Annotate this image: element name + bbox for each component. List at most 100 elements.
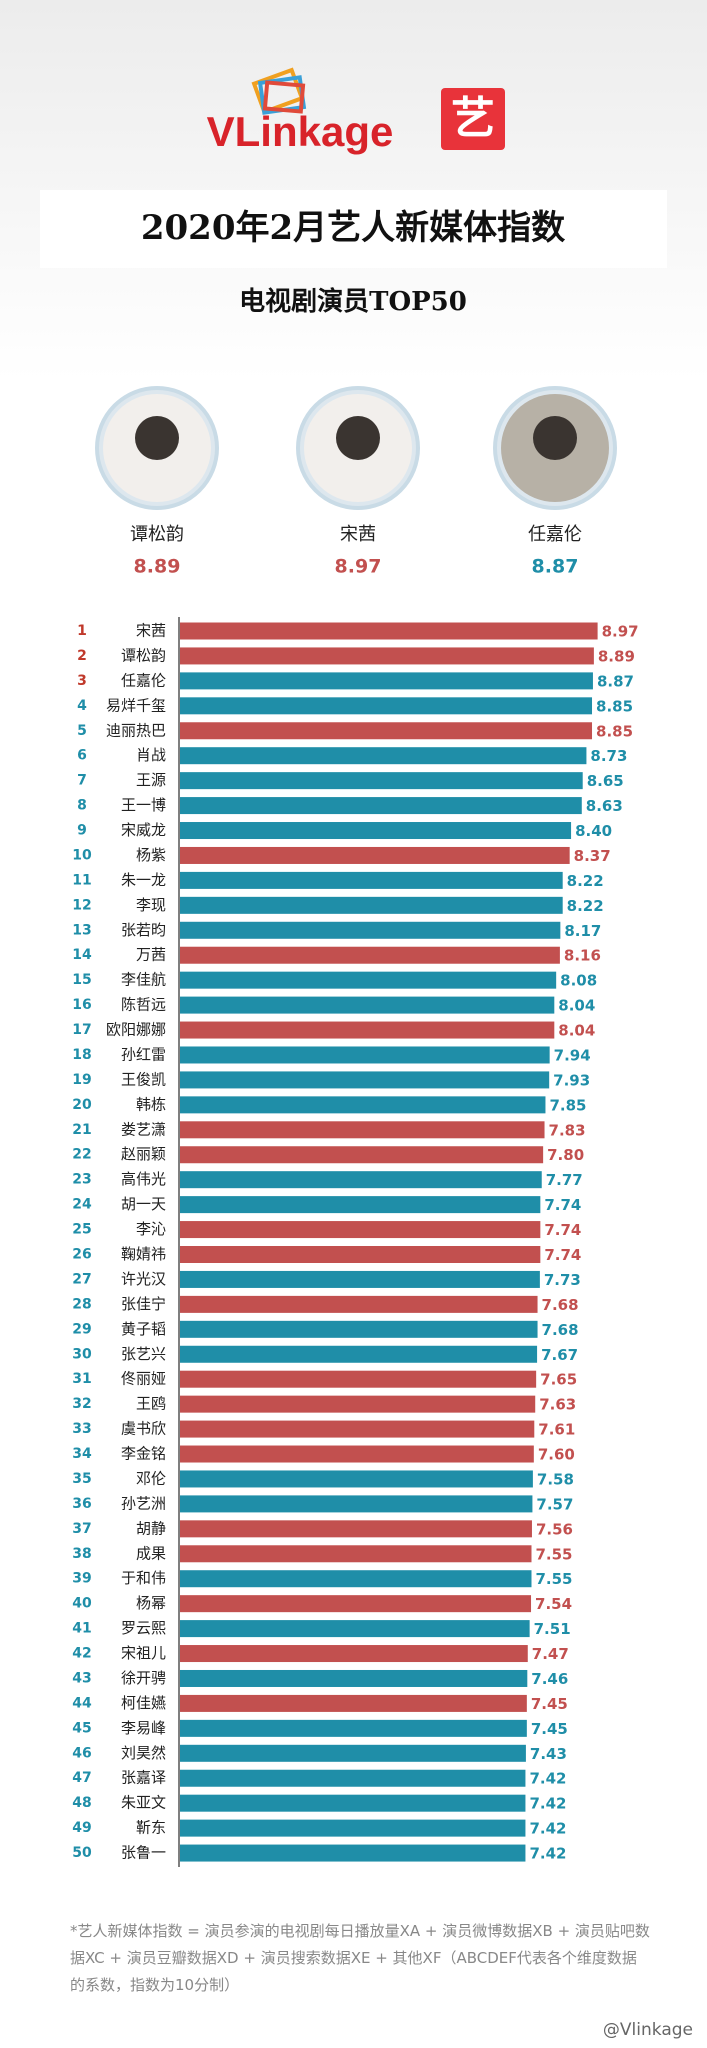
rank: 14 bbox=[72, 947, 92, 963]
title: 2020年2月艺人新媒体指数 bbox=[141, 208, 565, 248]
rank: 2 bbox=[77, 648, 87, 664]
rank: 42 bbox=[72, 1646, 91, 1662]
bar bbox=[180, 1246, 541, 1263]
bar bbox=[180, 822, 572, 840]
bar bbox=[180, 1620, 530, 1638]
rank: 3 bbox=[77, 673, 87, 689]
rank: 11 bbox=[72, 872, 91, 888]
avatar-head bbox=[533, 416, 577, 460]
bar bbox=[180, 971, 557, 989]
bar bbox=[180, 1445, 534, 1463]
bar bbox=[180, 1370, 537, 1388]
name: 李金铭 bbox=[121, 1445, 166, 1463]
bar bbox=[180, 1071, 550, 1089]
value-label: 7.94 bbox=[554, 1046, 591, 1064]
bar bbox=[180, 1595, 532, 1613]
bar bbox=[180, 772, 583, 790]
name: 高伟光 bbox=[121, 1170, 166, 1188]
bar bbox=[180, 1196, 541, 1214]
name: 成果 bbox=[136, 1544, 166, 1562]
value-label: 7.56 bbox=[536, 1520, 573, 1538]
value-label: 7.61 bbox=[538, 1421, 575, 1439]
rank: 9 bbox=[77, 823, 87, 839]
name: 李现 bbox=[136, 896, 166, 914]
podium-value: 8.89 bbox=[134, 556, 181, 578]
name: 陈哲远 bbox=[121, 996, 166, 1014]
value-label: 7.58 bbox=[537, 1470, 574, 1488]
bar bbox=[180, 1221, 541, 1239]
bar bbox=[180, 1270, 540, 1288]
bar bbox=[180, 1669, 528, 1687]
value-label: 7.47 bbox=[532, 1645, 569, 1663]
name: 虞书欣 bbox=[121, 1420, 166, 1438]
bar bbox=[180, 871, 563, 889]
rank: 30 bbox=[72, 1346, 92, 1362]
name: 万茜 bbox=[136, 946, 166, 964]
logo-mark bbox=[251, 67, 307, 115]
rank: 31 bbox=[72, 1371, 91, 1387]
value-label: 8.04 bbox=[558, 997, 595, 1015]
bar bbox=[180, 1719, 527, 1737]
rank: 26 bbox=[72, 1247, 91, 1263]
bar bbox=[180, 1046, 550, 1064]
bar bbox=[180, 996, 555, 1014]
footnote: *艺人新媒体指数 = 演员参演的电视剧每日播放量XA + 演员微博数据XB + … bbox=[70, 1922, 650, 1994]
name: 迪丽热巴 bbox=[106, 721, 166, 739]
rank: 13 bbox=[72, 922, 91, 938]
value-label: 8.87 bbox=[597, 672, 634, 690]
rank: 4 bbox=[77, 698, 87, 714]
value-label: 7.74 bbox=[544, 1246, 581, 1264]
value-label: 7.57 bbox=[536, 1495, 573, 1513]
name: 孙艺洲 bbox=[121, 1494, 166, 1512]
value-label: 8.65 bbox=[587, 772, 624, 790]
bar bbox=[180, 1794, 526, 1812]
rank: 12 bbox=[72, 897, 91, 913]
name: 徐开骋 bbox=[121, 1669, 166, 1687]
bar bbox=[180, 1844, 526, 1862]
rank: 47 bbox=[72, 1770, 91, 1786]
rank: 29 bbox=[72, 1321, 91, 1337]
bar bbox=[180, 697, 593, 715]
rank: 44 bbox=[72, 1695, 92, 1711]
bar bbox=[180, 1645, 528, 1663]
bar bbox=[180, 1345, 538, 1363]
rank: 49 bbox=[72, 1820, 91, 1836]
value-label: 7.60 bbox=[538, 1446, 575, 1464]
name: 许光汉 bbox=[121, 1270, 166, 1288]
rank: 8 bbox=[77, 798, 87, 814]
rank: 33 bbox=[72, 1421, 91, 1437]
value-label: 7.55 bbox=[535, 1545, 572, 1563]
name: 邓伦 bbox=[136, 1469, 166, 1487]
name: 王鸥 bbox=[136, 1395, 166, 1413]
podium-value: 8.97 bbox=[335, 556, 382, 578]
value-label: 8.89 bbox=[598, 647, 635, 665]
value-label: 7.55 bbox=[535, 1570, 572, 1588]
bar bbox=[180, 846, 570, 864]
name: 朱一龙 bbox=[121, 871, 166, 889]
rank: 32 bbox=[72, 1396, 91, 1412]
rank: 1 bbox=[77, 623, 87, 639]
name: 罗云熙 bbox=[121, 1619, 166, 1637]
rank: 34 bbox=[72, 1446, 92, 1462]
bar bbox=[180, 1570, 532, 1588]
name: 张佳宁 bbox=[121, 1295, 166, 1313]
rank: 19 bbox=[72, 1072, 91, 1088]
rank: 20 bbox=[72, 1097, 92, 1113]
bar bbox=[180, 622, 598, 640]
bar bbox=[180, 747, 587, 765]
value-label: 7.45 bbox=[531, 1695, 568, 1713]
avatar-head bbox=[135, 416, 179, 460]
rank: 23 bbox=[72, 1172, 91, 1188]
bar bbox=[180, 1295, 538, 1313]
name: 宋威龙 bbox=[121, 821, 166, 839]
podium-name: 谭松韵 bbox=[130, 524, 184, 545]
name: 肖战 bbox=[136, 746, 166, 764]
name: 娄艺潇 bbox=[121, 1120, 166, 1138]
bar bbox=[180, 1021, 555, 1039]
name: 杨幂 bbox=[136, 1594, 166, 1612]
bar bbox=[180, 1096, 546, 1114]
bar bbox=[180, 647, 594, 665]
name: 杨紫 bbox=[136, 846, 166, 864]
bar bbox=[180, 722, 593, 740]
